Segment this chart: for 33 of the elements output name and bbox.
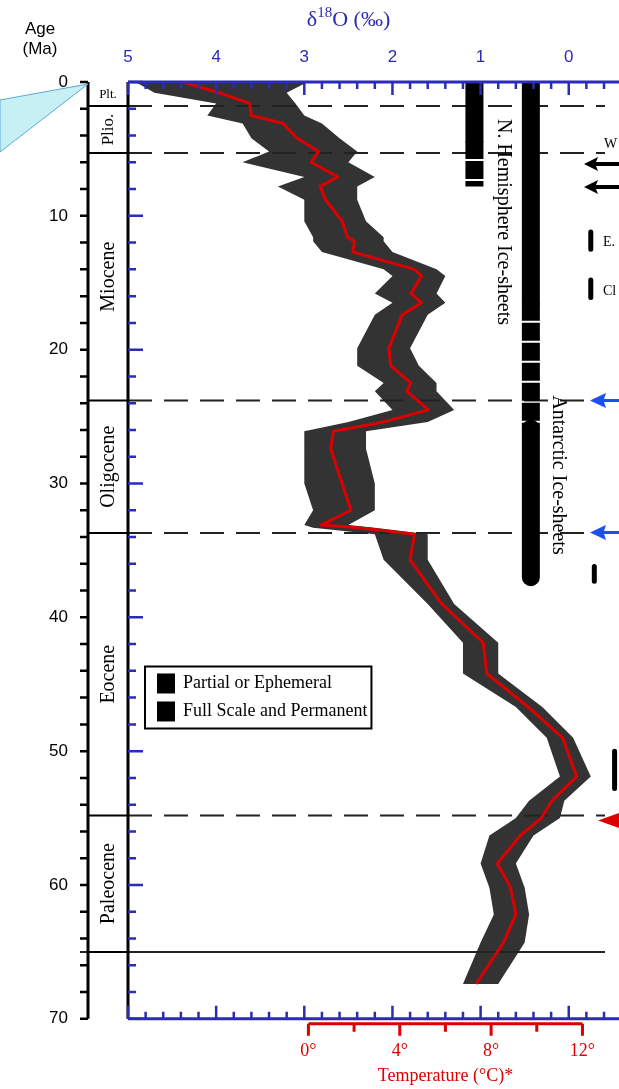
- y-tick-label: 0: [58, 71, 68, 91]
- y-tick-label: 30: [49, 473, 68, 493]
- text: Paleocene: [96, 842, 119, 925]
- y-tick-label: 40: [49, 607, 68, 626]
- annotation: W: [604, 135, 618, 151]
- x2-axis-title: Temperature (°C)*: [377, 1064, 514, 1086]
- annotation: E.: [603, 233, 616, 249]
- annotation: Antarctic Ice-sheets: [548, 395, 571, 555]
- x2-tick-label: 12°: [569, 1040, 596, 1061]
- text: Oligocene: [96, 425, 120, 508]
- x-tick-label: 3: [299, 47, 310, 67]
- text: Eocene: [96, 644, 119, 704]
- x2-tick-label: 8°: [483, 1040, 500, 1061]
- text: Miocene: [96, 241, 119, 312]
- y-tick-label: 70: [49, 1008, 68, 1028]
- annotation: N. Hemisphere Ice-sheets: [492, 118, 516, 326]
- x-tick-label: 5: [123, 47, 133, 67]
- y-tick-label: 60: [49, 874, 68, 894]
- x2-tick-label: 0°: [300, 1040, 317, 1061]
- x-tick-label: 2: [387, 47, 398, 67]
- x2-tick-label: 4°: [391, 1040, 408, 1061]
- y-tick-label: 10: [49, 205, 68, 225]
- y-tick-label: 50: [49, 740, 68, 760]
- y-tick-label: 20: [49, 339, 68, 359]
- legend-label: Full Scale and Permanent: [183, 700, 368, 721]
- text: Plio.: [98, 113, 118, 146]
- x-tick-label: 4: [211, 47, 221, 67]
- x-tick-label: 1: [475, 47, 486, 67]
- legend-label: Partial or Ephemeral: [183, 672, 332, 693]
- y-axis-title: Age (Ma): [22, 19, 58, 58]
- text: Plt.: [99, 86, 117, 102]
- annotation: Cl: [603, 282, 617, 298]
- x-tick-label: 0: [564, 47, 574, 67]
